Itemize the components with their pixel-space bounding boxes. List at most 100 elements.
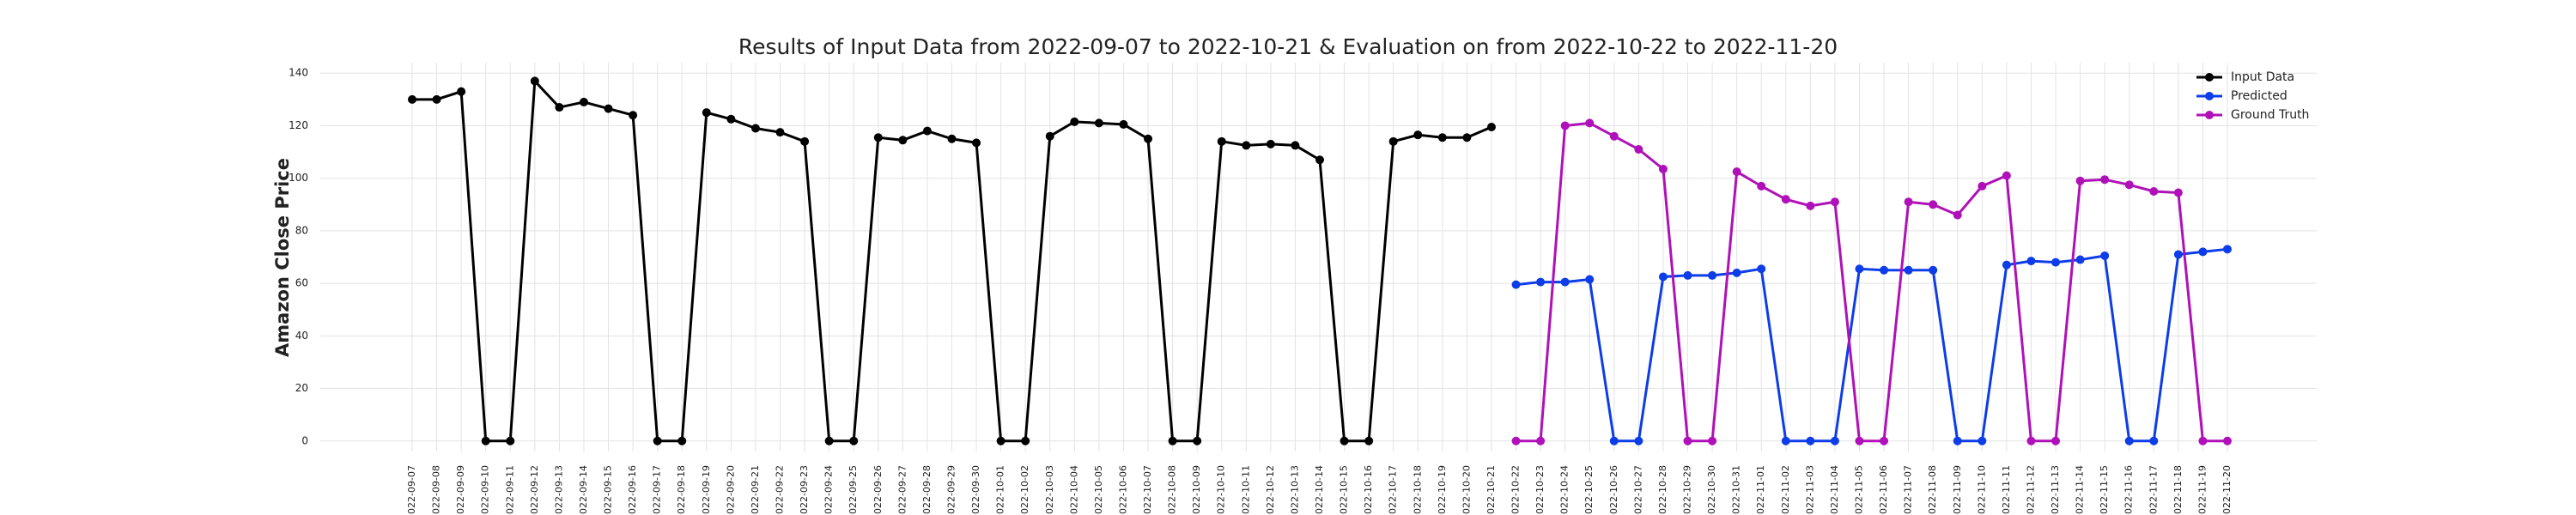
data-point [1094, 118, 1103, 128]
legend-marker [2205, 92, 2214, 100]
data-point [1953, 436, 1962, 445]
data-point [457, 87, 466, 96]
series-line [1516, 121, 2227, 443]
legend-marker [2205, 111, 2214, 119]
data-point [1144, 134, 1153, 143]
data-point [1757, 181, 1766, 191]
data-point [1658, 164, 1668, 173]
x-tick-label: 2022-10-24 [1559, 465, 1571, 515]
data-point [898, 136, 908, 145]
x-tick-label: 2022-10-15 [1339, 465, 1350, 515]
x-tick-label: 2022-09-20 [725, 465, 736, 515]
x-tick-label: 2022-09-27 [896, 465, 908, 515]
data-point [1536, 436, 1546, 445]
x-tick-label: 2022-11-11 [2001, 465, 2012, 515]
data-point [1830, 197, 1839, 207]
x-tick-label: 2022-09-08 [431, 465, 442, 515]
data-point [677, 436, 687, 445]
data-point [1609, 436, 1619, 445]
data-point [1855, 264, 1864, 274]
x-tick-label: 2022-09-25 [848, 465, 859, 515]
data-point [530, 76, 539, 86]
data-point [1193, 436, 1202, 445]
x-tick-label: 2022-09-12 [529, 465, 540, 515]
data-point [1388, 136, 1398, 146]
data-point [1929, 265, 1938, 275]
x-tick-label: 2022-09-14 [578, 465, 589, 515]
x-tick-label: 2022-10-30 [1706, 465, 1717, 515]
data-point [2075, 255, 2085, 264]
x-tick-label: 2022-10-16 [1363, 465, 1374, 515]
data-point [1708, 270, 1717, 280]
data-point [1364, 436, 1374, 445]
data-point [629, 111, 638, 120]
data-point [2026, 436, 2036, 445]
data-point [1242, 141, 1251, 150]
data-point [1757, 264, 1766, 274]
data-point [922, 126, 932, 136]
data-point [1929, 200, 1938, 209]
x-tick-label: 2022-11-06 [1878, 465, 1889, 515]
y-tick-label: 20 [295, 382, 308, 394]
x-tick-label: 2022-10-22 [1510, 465, 1522, 515]
data-point [702, 108, 711, 118]
x-tick-label: 2022-11-09 [1952, 465, 1963, 515]
data-point [2051, 258, 2061, 267]
x-tick-label: 2022-09-13 [553, 465, 564, 515]
x-tick-label: 2022-10-02 [1019, 465, 1030, 515]
data-point [1806, 201, 1815, 210]
data-point [1021, 436, 1030, 445]
y-tick-label: 0 [301, 434, 308, 446]
data-point [1634, 145, 1643, 154]
chart-title: Results of Input Data from 2022-09-07 to… [738, 34, 1838, 59]
x-tick-label: 2022-10-20 [1461, 465, 1472, 515]
x-tick-label: 2022-10-10 [1216, 465, 1227, 515]
x-tick-label: 2022-10-29 [1682, 465, 1693, 515]
data-point [996, 436, 1005, 445]
x-tick-label: 2022-11-07 [1903, 465, 1914, 515]
data-point [1904, 265, 1913, 275]
data-point [1683, 436, 1692, 445]
x-tick-label: 2022-09-11 [504, 465, 515, 515]
x-tick-label: 2022-10-08 [1167, 465, 1178, 515]
data-point [1217, 136, 1226, 146]
data-point [2149, 186, 2159, 196]
data-point [1708, 436, 1717, 445]
x-tick-label: 2022-09-22 [775, 465, 786, 515]
x-tick-label: 2022-11-19 [2196, 465, 2208, 515]
data-point [1855, 436, 1864, 445]
x-tick-label: 2022-11-02 [1780, 465, 1791, 515]
x-tick-label: 2022-10-07 [1142, 465, 1153, 515]
x-tick-label: 2022-10-27 [1632, 465, 1643, 515]
data-point [2198, 247, 2208, 257]
y-tick-label: 40 [295, 330, 308, 342]
data-point [1266, 139, 1275, 148]
data-point [1560, 277, 1570, 287]
data-point [1168, 436, 1177, 445]
grid [320, 63, 2317, 451]
data-point [1291, 141, 1300, 150]
x-tick-label: 2022-10-11 [1240, 465, 1251, 515]
x-tick-label: 2022-09-10 [480, 465, 491, 515]
data-point [1536, 277, 1546, 287]
legend-marker [2205, 73, 2214, 82]
data-point [653, 436, 662, 445]
legend-label: Predicted [2231, 89, 2287, 103]
x-tick-label: 2022-09-15 [603, 465, 614, 515]
x-tick-label: 2022-10-04 [1068, 465, 1079, 515]
data-point [1953, 210, 1962, 220]
x-tick-label: 2022-10-26 [1608, 465, 1619, 515]
data-point [2173, 188, 2183, 197]
x-tick-label: 2022-11-03 [1804, 465, 1815, 515]
x-tick-label: 2022-09-18 [676, 465, 687, 515]
x-tick-label: 2022-10-25 [1583, 465, 1595, 515]
data-point [1511, 436, 1521, 445]
data-point [1978, 181, 1987, 191]
x-tick-label: 2022-09-09 [455, 465, 466, 515]
data-point [432, 94, 441, 104]
x-tick-label: 2022-11-08 [1927, 465, 1938, 515]
data-point [1830, 436, 1839, 445]
data-point [2198, 436, 2208, 445]
